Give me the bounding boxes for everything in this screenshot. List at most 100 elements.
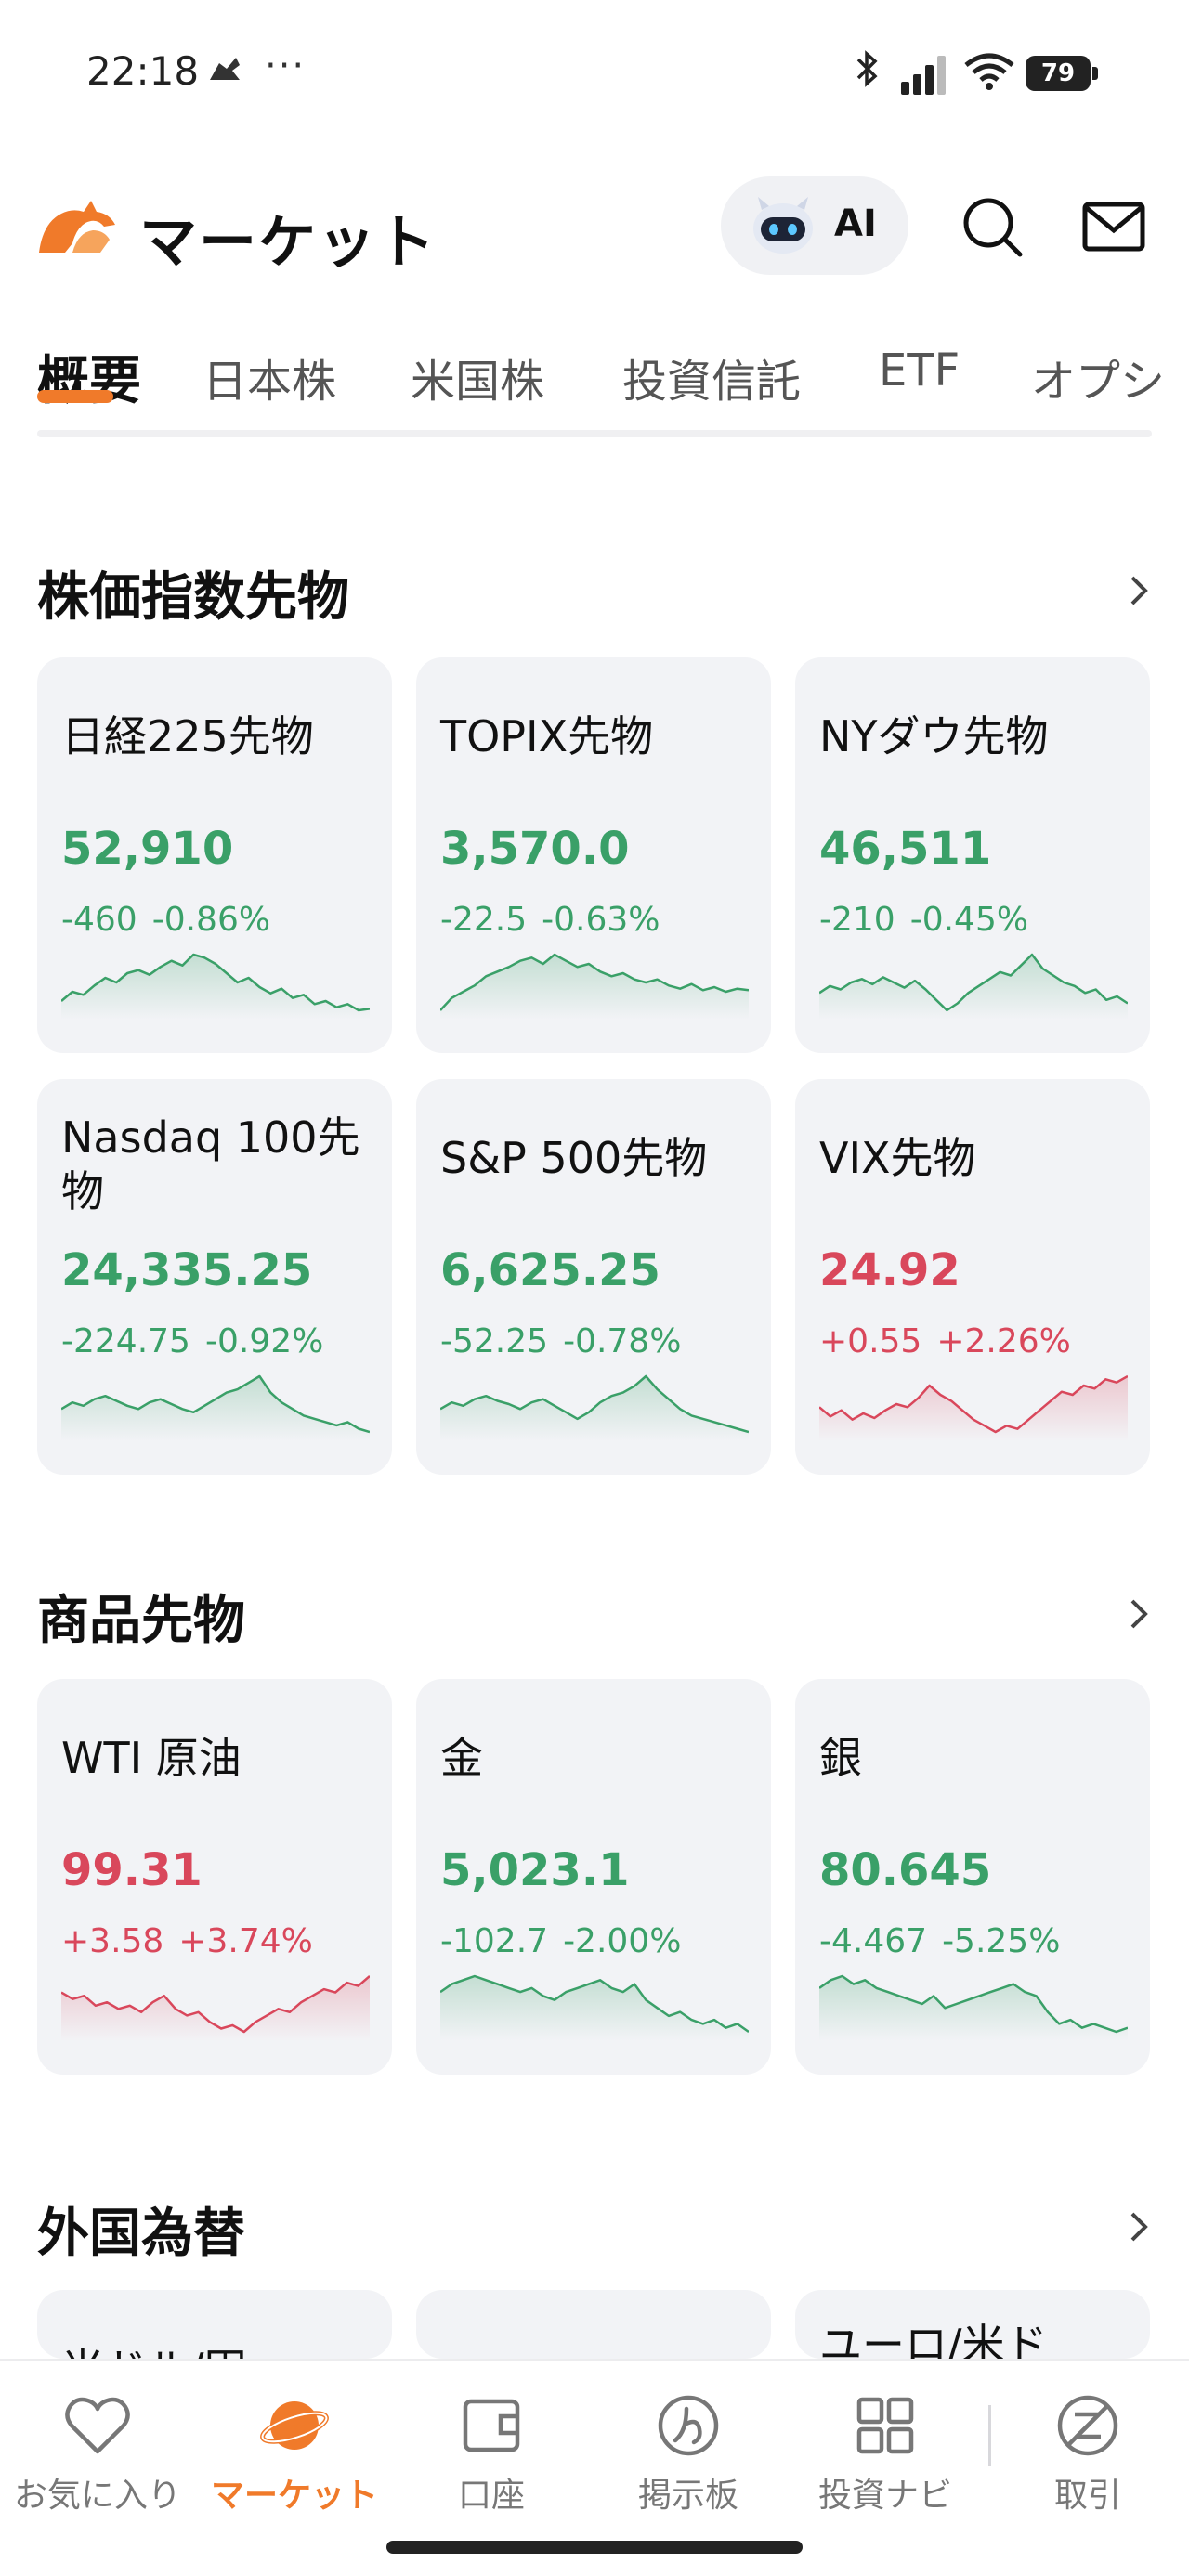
market-card[interactable]: WTI 原油 99.31 +3.58 +3.74% (37, 1679, 392, 2075)
sparkline-chart (440, 1974, 749, 2041)
wallet-icon (463, 2399, 520, 2452)
sparkline-chart (440, 953, 749, 1020)
chevron-right-icon[interactable] (1119, 2208, 1156, 2245)
bottom-navigation: お気に入り マーケット 口座 掲示板 投資ナビ 取引 (0, 2359, 1189, 2576)
sparkline-line (819, 953, 1128, 1012)
sparkline-chart (819, 953, 1128, 1020)
grid-icon (856, 2397, 914, 2454)
tab-etf[interactable]: ETF (879, 345, 960, 397)
chevron-right-icon[interactable] (1119, 572, 1156, 609)
instrument-name: VIX先物 (819, 1133, 976, 1183)
tab-investment-trusts[interactable]: 投資信託 (622, 356, 802, 408)
market-card[interactable]: TOPIX先物 3,570.0 -22.5 -0.63% (416, 657, 771, 1053)
more-notifications-icon: ··· (265, 45, 307, 87)
nav-favorites[interactable]: お気に入り (0, 2390, 195, 2520)
sparkline-line (61, 953, 370, 1012)
nav-label: 掲示板 (637, 2477, 738, 2515)
wifi-icon (962, 50, 1016, 100)
sparkline-line (61, 1975, 370, 2034)
ai-label: AI (834, 202, 877, 245)
market-card[interactable]: 日経225先物 52,910 -460 -0.86% (37, 657, 392, 1053)
page-title: マーケット (139, 208, 438, 276)
sparkline-area (819, 1376, 1128, 1441)
nav-separator (988, 2405, 991, 2466)
market-card[interactable]: S&P 500先物 6,625.25 -52.25 -0.78% (416, 1079, 771, 1475)
instrument-change: -210 -0.45% (819, 901, 1029, 939)
market-card[interactable]: 銀 80.645 -4.467 -5.25% (795, 1679, 1150, 2075)
section-title-index-futures: 株価指数先物 (37, 567, 349, 628)
instrument-price: 99.31 (61, 1844, 203, 1896)
section-title-commodity-futures: 商品先物 (37, 1591, 245, 1651)
instrument-change: -52.25 -0.78% (440, 1322, 682, 1360)
status-time: 22:18 (86, 48, 200, 94)
planet-icon (260, 2401, 329, 2450)
instrument-name: S&P 500先物 (440, 1133, 708, 1183)
market-card[interactable]: NYダウ先物 46,511 -210 -0.45% (795, 657, 1150, 1053)
chevron-right-icon[interactable] (1119, 1595, 1156, 1633)
sparkline-chart (61, 953, 370, 1020)
tab-options[interactable]: オプシ (1031, 356, 1166, 408)
sparkline-chart (440, 1374, 749, 1441)
instrument-name: TOPIX先物 (440, 711, 654, 761)
nav-label: マーケット (210, 2477, 378, 2515)
app-logo-icon (35, 195, 119, 260)
section-title-forex: 外国為替 (37, 2204, 245, 2264)
market-card[interactable]: Nasdaq 100先物 24,335.25 -224.75 -0.92% (37, 1079, 392, 1475)
sparkline-line (440, 1974, 749, 2034)
sparkline-line (61, 1374, 370, 1434)
market-card[interactable]: 金 5,023.1 -102.7 -2.00% (416, 1679, 771, 2075)
instrument-change: -460 -0.86% (61, 901, 271, 939)
heart-icon (65, 2397, 130, 2454)
instrument-price: 46,511 (819, 823, 992, 875)
search-icon[interactable] (960, 195, 1026, 260)
sparkline-line (819, 1374, 1128, 1434)
sparkline-area (819, 955, 1128, 1020)
sparkline-area (61, 1976, 370, 2041)
nav-investment-navi[interactable]: 投資ナビ (788, 2390, 983, 2520)
sparkline-chart (819, 1374, 1128, 1441)
ai-robot-icon (749, 193, 817, 258)
app-header: マーケット AI (0, 167, 1189, 288)
home-indicator (386, 2541, 803, 2554)
nav-account[interactable]: 口座 (394, 2390, 589, 2520)
instrument-change: -22.5 -0.63% (440, 901, 660, 939)
signal-icon (901, 54, 949, 95)
board-icon (658, 2395, 719, 2456)
bluetooth-icon (855, 48, 881, 98)
instrument-price: 24,335.25 (61, 1244, 313, 1296)
market-card[interactable]: 米ドル/円 (37, 2290, 392, 2359)
nav-market[interactable]: マーケット (197, 2390, 392, 2520)
instrument-name: 日経225先物 (61, 711, 314, 761)
instrument-price: 5,023.1 (440, 1844, 630, 1896)
instrument-change: -224.75 -0.92% (61, 1322, 324, 1360)
ai-assistant-button[interactable]: AI (721, 176, 908, 275)
market-card[interactable] (416, 2290, 771, 2359)
instrument-price: 80.645 (819, 1844, 992, 1896)
instrument-price: 6,625.25 (440, 1244, 660, 1296)
instrument-price: 3,570.0 (440, 823, 630, 875)
market-card[interactable]: ユーロ/米ド (795, 2290, 1150, 2359)
sparkline-chart (61, 1975, 370, 2041)
instrument-name: Nasdaq 100先物 (61, 1112, 360, 1216)
nav-trade[interactable]: 取引 (990, 2390, 1185, 2520)
sparkline-chart (819, 1974, 1128, 2041)
instrument-change: -102.7 -2.00% (440, 1922, 682, 1960)
instrument-price: 24.92 (819, 1244, 960, 1296)
tab-us-stocks[interactable]: 米国株 (411, 356, 545, 408)
instrument-name: WTI 原油 (61, 1733, 242, 1783)
status-bar: 22:18 ··· 79 (0, 0, 1189, 149)
nav-board[interactable]: 掲示板 (591, 2390, 786, 2520)
instrument-price: 52,910 (61, 823, 234, 875)
tab-japan-stocks[interactable]: 日本株 (203, 356, 337, 408)
sparkline-line (440, 953, 749, 1011)
instrument-name: ユーロ/米ド (819, 2320, 1048, 2359)
notification-icon (206, 52, 243, 94)
market-card[interactable]: VIX先物 24.92 +0.55 +2.26% (795, 1079, 1150, 1475)
sparkline-area (819, 1976, 1128, 2041)
mail-icon[interactable] (1081, 195, 1146, 260)
active-tab-indicator (37, 390, 113, 403)
tabs-divider (37, 430, 1152, 437)
instrument-name: 米ドル/円 (61, 2342, 382, 2359)
sparkline-line (440, 1374, 749, 1434)
sparkline-area (440, 955, 749, 1020)
